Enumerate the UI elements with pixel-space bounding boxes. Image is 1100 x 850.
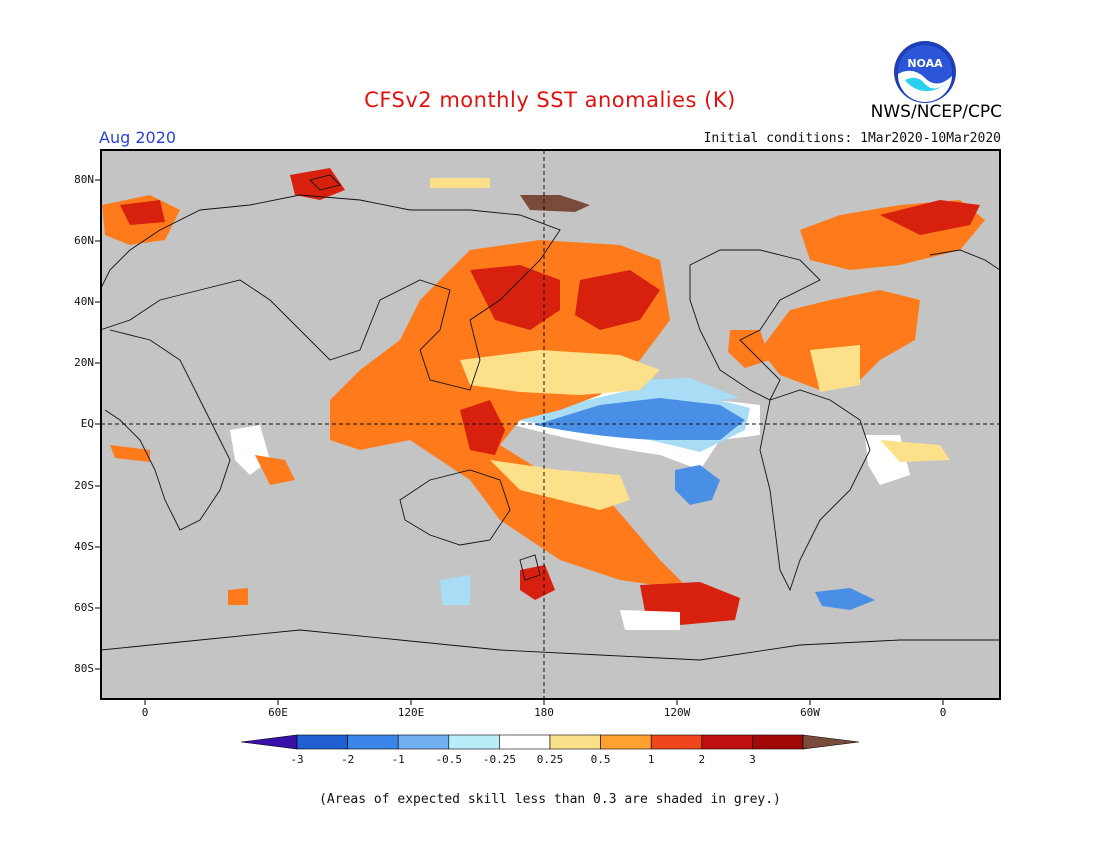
colorbar-label: 1: [647, 753, 655, 766]
noaa-logo: NOAA: [894, 41, 956, 103]
colorbar-segment: [347, 734, 399, 750]
colorbar-label: -2: [340, 753, 355, 766]
coastlines: [101, 174, 1000, 661]
lat-label: 80N: [74, 173, 94, 186]
lat-label: 80S: [74, 662, 94, 675]
colorbar-label: 2: [698, 753, 706, 766]
skill-footnote: (Areas of expected skill less than 0.3 a…: [319, 792, 781, 807]
lon-label: 0: [141, 706, 149, 719]
colorbar-segment: [296, 734, 348, 750]
lat-label: 20S: [74, 479, 94, 492]
colorbar-segment: [448, 734, 500, 750]
map-ticks: [95, 179, 944, 705]
organization-label: NWS/NCEP/CPC: [870, 102, 1002, 122]
noaa-logo-text: NOAA: [907, 57, 943, 70]
lon-label: 60E: [268, 706, 288, 719]
lon-label: 180: [534, 706, 554, 719]
colorbar-label: -0.25: [482, 753, 516, 766]
valid-month-label: Aug 2020: [99, 128, 177, 147]
colorbar-label: -1: [391, 753, 405, 766]
anomaly-warm-atlantic: [102, 168, 985, 625]
colorbar-label: 0.25: [536, 753, 564, 766]
lon-label: 120E: [397, 706, 425, 719]
lat-label: 40N: [74, 295, 94, 308]
lat-label: 60N: [74, 234, 94, 247]
lon-label: 0: [939, 706, 947, 719]
lat-label: 40S: [74, 540, 94, 553]
colorbar-label: -0.5: [435, 753, 463, 766]
colorbar-segment: [499, 734, 551, 750]
initial-conditions-label: Initial conditions: 1Mar2020-10Mar2020: [703, 131, 1001, 146]
colorbar-segment: [650, 734, 703, 750]
lat-label: EQ: [80, 417, 94, 430]
colorbar-label: 3: [749, 753, 756, 766]
lon-label: 120W: [663, 706, 691, 719]
map-title: CFSv2 monthly SST anomalies (K): [364, 88, 736, 112]
colorbar-segment: [600, 734, 652, 750]
lon-label: 60W: [800, 706, 820, 719]
colorbar-segment: [752, 734, 804, 750]
colorbar-segment: [549, 734, 601, 750]
lat-label: 20N: [74, 356, 94, 369]
colorbar-label: 0.5: [590, 753, 611, 766]
colorbar-arrow-high: [802, 734, 860, 750]
anomaly-scattered: [110, 178, 950, 630]
colorbar-label: -3: [290, 753, 304, 766]
colorbar-segment: [701, 734, 753, 750]
colorbar-arrow-low: [240, 734, 298, 750]
colorbar-segment: [397, 734, 450, 750]
anomaly-warm-west-pacific: [330, 240, 690, 590]
lat-label: 60S: [74, 601, 94, 614]
anomaly-cool-pacific: [490, 378, 760, 505]
